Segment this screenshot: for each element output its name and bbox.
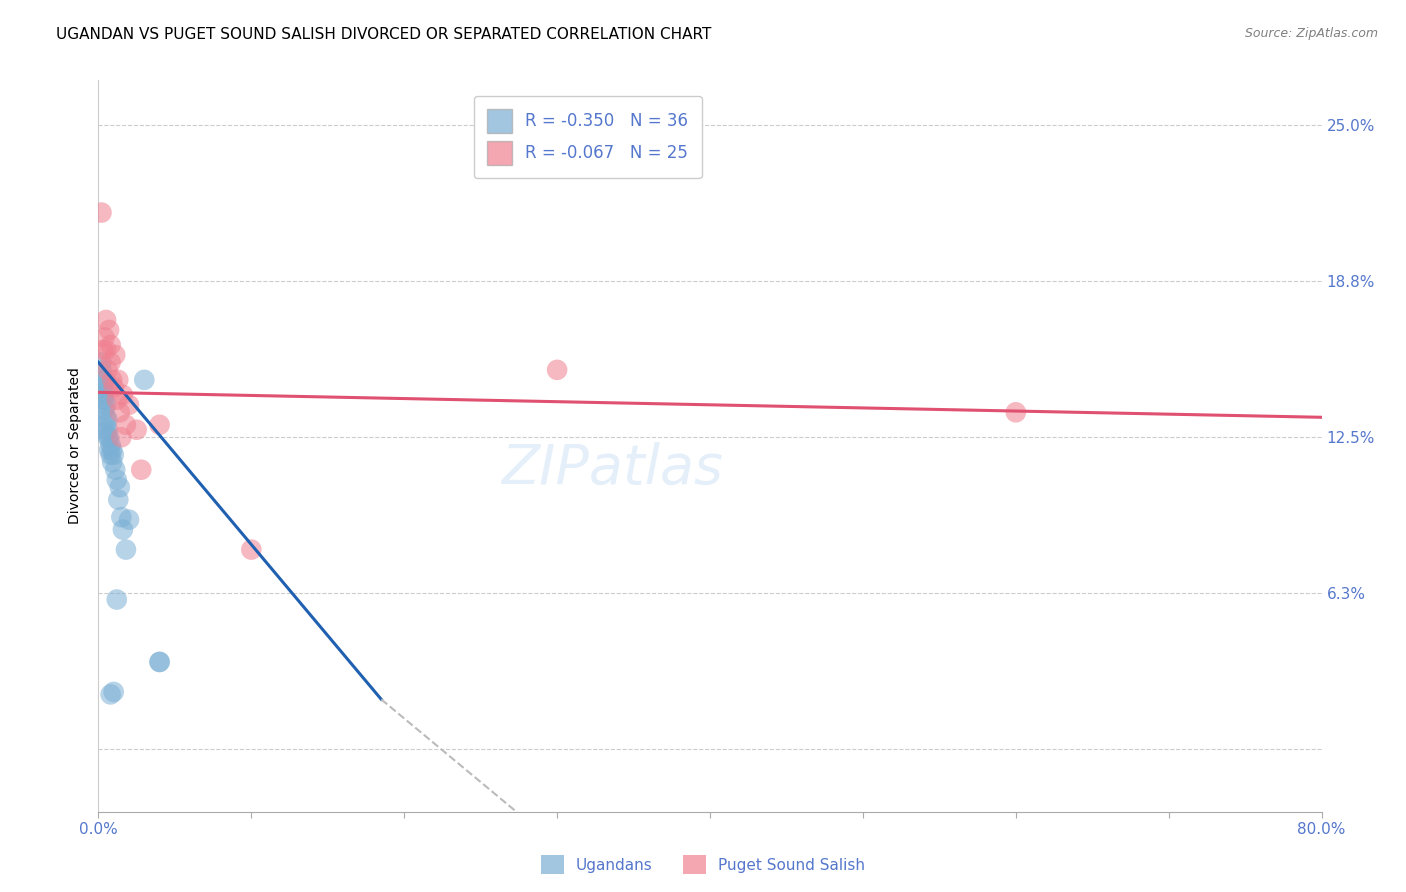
Point — [91, 392, 114, 407]
Point — [149, 655, 172, 669]
Text: UGANDAN VS PUGET SOUND SALISH DIVORCED OR SEPARATED CORRELATION CHART: UGANDAN VS PUGET SOUND SALISH DIVORCED O… — [56, 27, 711, 42]
Point — [100, 438, 122, 452]
Point — [111, 388, 134, 402]
Point — [97, 363, 120, 377]
Point — [110, 510, 132, 524]
Point — [100, 355, 122, 369]
Point — [93, 392, 115, 407]
Point — [93, 373, 115, 387]
Point — [98, 442, 121, 457]
Point — [97, 430, 120, 444]
Point — [101, 455, 124, 469]
Point — [98, 430, 121, 444]
Point — [108, 405, 131, 419]
Point — [111, 523, 134, 537]
Point — [93, 402, 115, 417]
Point — [93, 383, 115, 397]
Point — [149, 417, 172, 432]
Point — [97, 413, 120, 427]
Point — [115, 417, 138, 432]
Point — [125, 423, 148, 437]
Point — [546, 363, 568, 377]
Text: Source: ZipAtlas.com: Source: ZipAtlas.com — [1244, 27, 1378, 40]
Point — [90, 363, 112, 377]
Point — [105, 473, 128, 487]
Point — [134, 373, 156, 387]
Point — [98, 323, 121, 337]
Point — [94, 417, 117, 432]
Point — [101, 373, 124, 387]
Point — [94, 398, 117, 412]
Point — [90, 355, 112, 369]
Point — [91, 373, 114, 387]
Point — [94, 313, 117, 327]
Point — [149, 655, 172, 669]
Point — [101, 442, 124, 457]
Point — [115, 542, 138, 557]
Point — [129, 463, 152, 477]
Point — [103, 685, 125, 699]
Point — [100, 338, 122, 352]
Y-axis label: Divorced or Separated: Divorced or Separated — [69, 368, 83, 524]
Point — [118, 398, 141, 412]
Point — [105, 592, 128, 607]
Text: ZIPatlas: ZIPatlas — [501, 442, 723, 494]
Point — [104, 463, 127, 477]
Point — [97, 423, 120, 437]
Point — [94, 343, 117, 357]
Point — [107, 373, 129, 387]
Point — [103, 448, 125, 462]
Legend: R = -0.350   N = 36, R = -0.067   N = 25: R = -0.350 N = 36, R = -0.067 N = 25 — [474, 96, 702, 178]
Point — [94, 410, 117, 425]
Point — [100, 448, 122, 462]
Point — [90, 205, 112, 219]
Point — [110, 430, 132, 444]
Point — [108, 480, 131, 494]
Point — [105, 392, 128, 407]
Legend: Ugandans, Puget Sound Salish: Ugandans, Puget Sound Salish — [534, 849, 872, 880]
Point — [91, 343, 114, 357]
Point — [1004, 405, 1026, 419]
Point — [103, 380, 125, 394]
Point — [94, 425, 117, 440]
Point — [240, 542, 263, 557]
Point — [118, 513, 141, 527]
Point — [104, 348, 127, 362]
Point — [93, 330, 115, 344]
Point — [91, 388, 114, 402]
Point — [91, 380, 114, 394]
Point — [100, 687, 122, 701]
Point — [107, 492, 129, 507]
